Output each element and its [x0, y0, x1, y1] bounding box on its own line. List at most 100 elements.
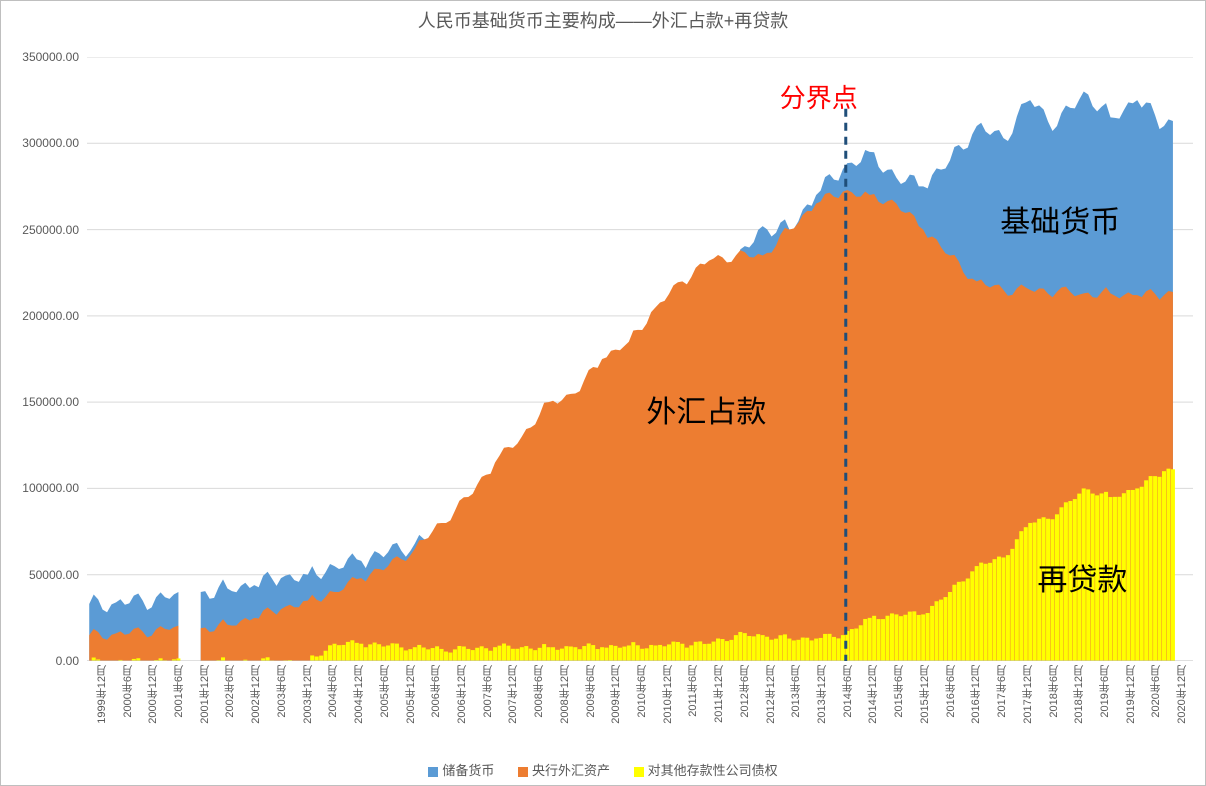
bar-claims	[765, 637, 769, 661]
bar-claims	[319, 656, 323, 661]
bar-claims	[462, 646, 466, 661]
x-tick-label: 2011年6月	[685, 665, 701, 717]
x-tick-label: 2002年12月	[248, 665, 264, 724]
bar-claims	[868, 618, 872, 661]
x-tick-label: 2017年6月	[994, 665, 1010, 718]
bar-claims	[810, 640, 814, 661]
x-tick-label: 2000年6月	[120, 665, 136, 718]
x-tick-label: 2018年6月	[1046, 665, 1062, 718]
bar-claims	[738, 632, 742, 661]
x-tick-label: 2012年6月	[737, 665, 753, 718]
bar-claims	[315, 656, 319, 661]
bar-claims	[819, 638, 823, 661]
bar-claims	[961, 581, 965, 661]
bar-claims	[720, 639, 724, 661]
bar-claims	[988, 563, 992, 661]
chart-frame: 人民币基础货币主要构成——外汇占款+再贷款 0.0050000.00100000…	[0, 0, 1206, 786]
x-tick-label: 2007年12月	[505, 665, 521, 724]
x-tick-label: 2018年12月	[1071, 665, 1087, 724]
x-tick-label: 2009年6月	[583, 665, 599, 718]
bar-claims	[881, 619, 885, 661]
legend-item-fx: 央行外汇资产	[518, 760, 610, 779]
bar-claims	[364, 647, 368, 661]
bar-claims	[752, 636, 756, 661]
bar-claims	[877, 619, 881, 661]
bar-claims	[573, 647, 577, 661]
x-tick-label: 2015年6月	[891, 665, 907, 718]
bar-claims	[729, 640, 733, 661]
bar-claims	[957, 582, 961, 661]
bar-claims	[979, 563, 983, 661]
bar-claims	[440, 649, 444, 661]
bar-claims	[836, 638, 840, 661]
annotation-2: 再贷款	[1037, 555, 1127, 599]
bar-claims	[480, 646, 484, 661]
bar-claims	[828, 634, 832, 661]
bar-claims	[337, 645, 341, 661]
bar-claims	[970, 571, 974, 661]
legend-item-reserve: 储备货币	[428, 760, 494, 779]
bar-claims	[600, 647, 604, 661]
x-tick-label: 2005年6月	[377, 665, 393, 718]
bar-claims	[1171, 469, 1175, 661]
bar-claims	[930, 606, 934, 661]
bar-claims	[761, 635, 765, 661]
legend-item-claims: 对其他存款性公司债权	[634, 760, 778, 779]
bar-claims	[578, 649, 582, 661]
bar-claims	[511, 649, 515, 661]
bar-claims	[386, 645, 390, 661]
bar-claims	[747, 636, 751, 661]
bar-claims	[770, 640, 774, 661]
bar-claims	[609, 645, 613, 661]
bar-claims	[355, 643, 359, 661]
bar-claims	[676, 642, 680, 661]
bar-claims	[408, 649, 412, 661]
bar-claims	[698, 641, 702, 661]
bar-claims	[591, 645, 595, 661]
bar-claims	[426, 649, 430, 661]
bar-claims	[520, 647, 524, 661]
x-tick-label: 2012年12月	[763, 665, 779, 724]
bar-claims	[622, 647, 626, 661]
chart-title: 人民币基础货币主要构成——外汇占款+再贷款	[1, 7, 1205, 33]
bar-claims	[359, 644, 363, 661]
y-tick-label: 100000.00	[3, 481, 79, 495]
bar-claims	[863, 619, 867, 661]
bar-claims	[328, 645, 332, 661]
bar-claims	[689, 645, 693, 661]
legend-label-fx: 央行外汇资产	[532, 763, 610, 778]
x-tick-label: 2011年12月	[711, 665, 727, 723]
y-tick-label: 50000.00	[3, 568, 79, 582]
annotation-0: 基础货币	[1000, 197, 1120, 241]
bar-claims	[551, 647, 555, 661]
bar-claims	[912, 611, 916, 661]
bar-claims	[921, 614, 925, 661]
bar-claims	[890, 613, 894, 661]
x-tick-label: 2003年6月	[274, 665, 290, 718]
bar-claims	[707, 644, 711, 661]
bar-claims	[975, 566, 979, 661]
bar-claims	[448, 653, 452, 661]
bar-claims	[984, 564, 988, 661]
x-tick-label: 2014年12月	[865, 665, 881, 724]
x-tick-label: 2000年12月	[145, 665, 161, 724]
x-tick-label: 2001年12月	[197, 665, 213, 724]
bar-claims	[475, 648, 479, 661]
bar-claims	[645, 648, 649, 661]
bar-claims	[796, 640, 800, 661]
bar-claims	[1158, 477, 1162, 661]
x-tick-label: 2019年6月	[1097, 665, 1113, 718]
bar-claims	[787, 639, 791, 661]
x-tick-label: 2020年12月	[1174, 665, 1190, 724]
x-tick-label: 2010年12月	[660, 665, 676, 724]
bar-claims	[435, 646, 439, 661]
plot-area	[87, 57, 1193, 661]
bar-claims	[805, 638, 809, 661]
bar-claims	[502, 644, 506, 661]
bar-claims	[1028, 523, 1032, 661]
bar-claims	[939, 600, 943, 661]
bar-claims	[966, 578, 970, 661]
bar-claims	[778, 635, 782, 661]
bar-claims	[1153, 476, 1157, 661]
bar-claims	[373, 643, 377, 661]
